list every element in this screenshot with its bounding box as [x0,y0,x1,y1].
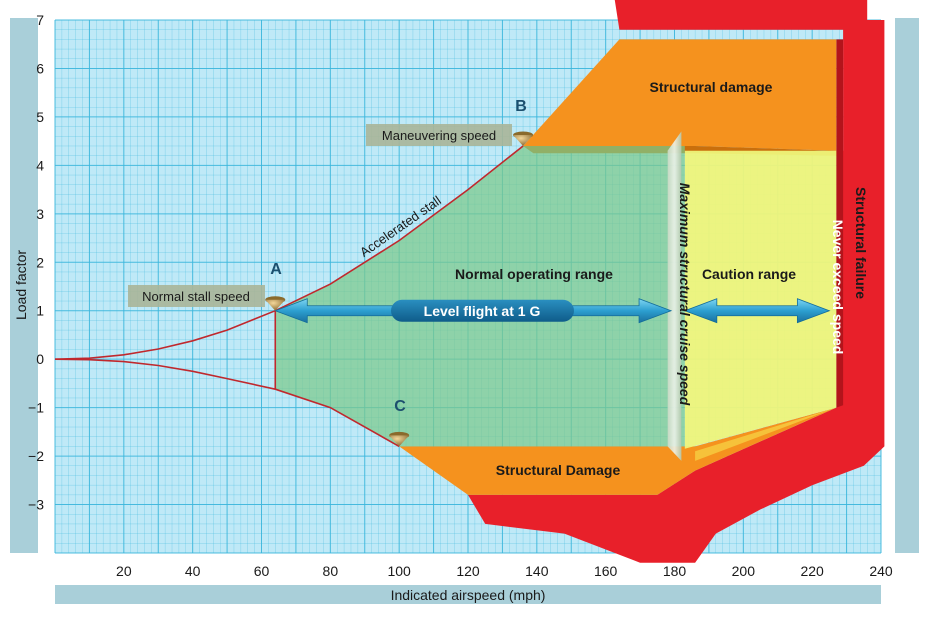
structural-failure-shade [836,39,844,408]
x-tick-label: 160 [594,563,618,579]
y-tick-label: 7 [36,12,44,28]
maneuvering-speed-box [366,124,512,146]
x-tick-label: 120 [456,563,480,579]
structural-failure-label: Structural failure [853,187,869,299]
normal-operating-region [275,146,685,447]
y-tick-label: −3 [28,497,44,513]
level-flight-pill [391,299,574,322]
caution-bottom-edge [695,407,837,461]
point-c-label: C [394,398,406,415]
x-axis-band [55,585,881,604]
structural-damage-bottom-label: Structural Damage [496,462,621,478]
x-tick-label: 100 [387,563,411,579]
y-tick-label: 5 [36,109,44,125]
y-tick-label: 4 [36,157,44,173]
x-tick-label: 140 [525,563,549,579]
x-tick-label: 20 [116,563,132,579]
normal-operating-label: Normal operating range [455,266,613,282]
point-b-label: B [515,98,527,115]
normal-stall-speed-box [128,285,265,307]
y-axis-title: Load factor [13,250,29,320]
structural-damage-top-region [523,39,837,151]
max-cruise-label: Maximum structural cruise speed [677,183,693,406]
x-tick-label: 60 [254,563,270,579]
x-tick-label: 180 [663,563,687,579]
point-a-cone [265,299,286,311]
x-tick-label: 40 [185,563,201,579]
negative-stall-curve [54,358,400,448]
caution-range-region [684,150,837,449]
never-exceed-label: Never exceed speed [830,220,846,355]
point-a-label: A [270,261,282,278]
point-b-cone [513,134,534,146]
accelerated-stall-curve [54,145,524,360]
x-tick-label: 220 [800,563,824,579]
max-cruise-bar [667,131,682,461]
structural-failure-region [468,0,885,563]
y-axis-band [10,18,38,553]
x-axis-title: Indicated airspeed (mph) [391,587,546,603]
y-tick-label: −2 [28,448,44,464]
structural-damage-top-label: Structural damage [650,79,773,95]
caution-arrow [683,298,831,324]
x-tick-label: 240 [869,563,893,579]
level-flight-label: Level flight at 1 G [424,303,541,319]
maneuvering-speed-label: Maneuvering speed [382,128,496,143]
y-tick-label: 3 [36,206,44,222]
y-tick-label: 1 [36,303,44,319]
right-band [895,18,919,553]
y-tick-label: 0 [36,351,44,367]
caution-range-label: Caution range [702,266,796,282]
y-tick-label: −1 [28,400,44,416]
structural-damage-bottom-region [399,407,837,495]
y-tick-label: 2 [36,254,44,270]
normal-stall-speed-label: Normal stall speed [142,289,250,304]
x-tick-label: 80 [323,563,339,579]
x-tick-label: 200 [732,563,756,579]
point-c-cone [389,435,410,447]
y-tick-label: 6 [36,60,44,76]
